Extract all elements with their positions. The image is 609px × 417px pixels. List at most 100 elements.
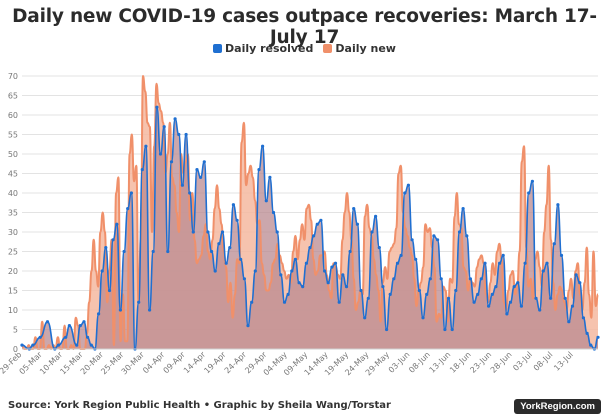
resolved-point <box>115 222 119 226</box>
resolved-point <box>144 144 148 148</box>
resolved-point <box>326 281 330 285</box>
x-tick-label: 28-Jun <box>489 350 514 375</box>
resolved-point <box>191 230 195 234</box>
resolved-point <box>446 296 451 300</box>
resolved-point <box>275 230 279 234</box>
y-tick-label: 70 <box>8 72 18 81</box>
brand-logo: YorkRegion.com <box>514 399 601 414</box>
y-tick-label: 15 <box>8 287 18 296</box>
resolved-point <box>399 253 403 257</box>
resolved-point <box>352 207 356 211</box>
resolved-point <box>224 261 228 265</box>
resolved-point <box>505 312 509 316</box>
resolved-point <box>487 304 491 308</box>
resolved-point <box>31 343 35 347</box>
resolved-point <box>421 316 425 320</box>
resolved-point <box>323 269 327 273</box>
legend-label-new: Daily new <box>335 42 396 55</box>
resolved-point <box>301 285 305 289</box>
resolved-point <box>549 296 553 300</box>
resolved-point <box>425 292 429 296</box>
resolved-point <box>231 203 235 207</box>
resolved-point <box>246 324 250 328</box>
resolved-point <box>56 343 61 347</box>
resolved-point <box>333 261 338 265</box>
resolved-point <box>337 300 341 304</box>
resolved-point <box>206 230 210 234</box>
resolved-point <box>155 105 159 109</box>
x-tick-label: 08-Jun <box>407 350 432 375</box>
resolved-point <box>86 335 90 339</box>
legend-label-resolved: Daily resolved <box>225 42 314 55</box>
resolved-point <box>279 273 283 277</box>
y-tick-label: 35 <box>8 209 18 218</box>
x-tick-label: 08-Jul <box>532 350 555 373</box>
legend-swatch-new <box>323 44 333 53</box>
resolved-point <box>158 152 163 156</box>
resolved-point <box>406 183 410 187</box>
resolved-point <box>312 234 316 238</box>
resolved-point <box>377 246 381 250</box>
x-tick-label: 30-Mar <box>120 350 147 377</box>
resolved-point <box>385 327 389 332</box>
resolved-point <box>64 335 68 339</box>
y-tick-label: 10 <box>8 306 18 315</box>
resolved-point <box>308 246 312 250</box>
resolved-point <box>508 300 513 304</box>
resolved-point <box>304 261 308 265</box>
resolved-point <box>242 277 246 281</box>
resolved-point <box>498 261 502 265</box>
resolved-point <box>439 277 443 281</box>
resolved-point <box>552 242 556 246</box>
resolved-point <box>476 292 480 296</box>
resolved-point <box>271 210 276 215</box>
resolved-point <box>344 285 349 289</box>
resolved-point <box>432 234 436 238</box>
resolved-point <box>45 320 50 324</box>
resolved-point <box>527 191 531 195</box>
y-tick-label: 65 <box>8 92 18 101</box>
resolved-point <box>169 160 174 164</box>
resolved-point <box>162 125 166 129</box>
resolved-point <box>319 218 323 222</box>
resolved-point <box>297 281 301 285</box>
series-daily-resolved-area <box>22 107 598 349</box>
resolved-point <box>97 312 101 316</box>
legend-item-resolved[interactable]: Daily resolved <box>213 42 313 55</box>
resolved-point <box>381 285 385 289</box>
resolved-point <box>107 288 112 293</box>
resolved-point <box>140 168 144 172</box>
legend-item-new[interactable]: Daily new <box>323 42 396 55</box>
resolved-point <box>290 269 294 273</box>
resolved-point <box>436 238 440 242</box>
resolved-point <box>530 179 535 183</box>
resolved-point <box>523 261 527 265</box>
resolved-point <box>293 257 297 261</box>
resolved-point <box>556 203 560 207</box>
resolved-point <box>217 242 221 246</box>
resolved-point <box>516 281 520 285</box>
resolved-point <box>450 327 454 332</box>
resolved-point <box>454 288 458 293</box>
resolved-point <box>188 191 192 195</box>
resolved-point <box>210 249 214 254</box>
resolved-point <box>268 175 272 179</box>
resolved-point <box>75 343 79 347</box>
x-tick-label: 03-Jun <box>387 350 412 375</box>
resolved-point <box>589 343 593 347</box>
resolved-point <box>257 168 261 172</box>
resolved-point <box>574 273 578 277</box>
resolved-point <box>494 285 498 289</box>
resolved-point <box>374 214 378 218</box>
y-tick-label: 50 <box>8 150 18 159</box>
resolved-point <box>534 296 538 300</box>
resolved-point <box>363 316 367 320</box>
resolved-point <box>348 249 352 254</box>
resolved-point <box>239 257 243 261</box>
y-tick-label: 5 <box>13 326 18 335</box>
resolved-point <box>465 234 469 238</box>
x-tick-label: 13-Jul <box>552 350 575 373</box>
resolved-point <box>100 269 104 273</box>
resolved-point <box>567 320 571 324</box>
resolved-point <box>184 132 188 137</box>
